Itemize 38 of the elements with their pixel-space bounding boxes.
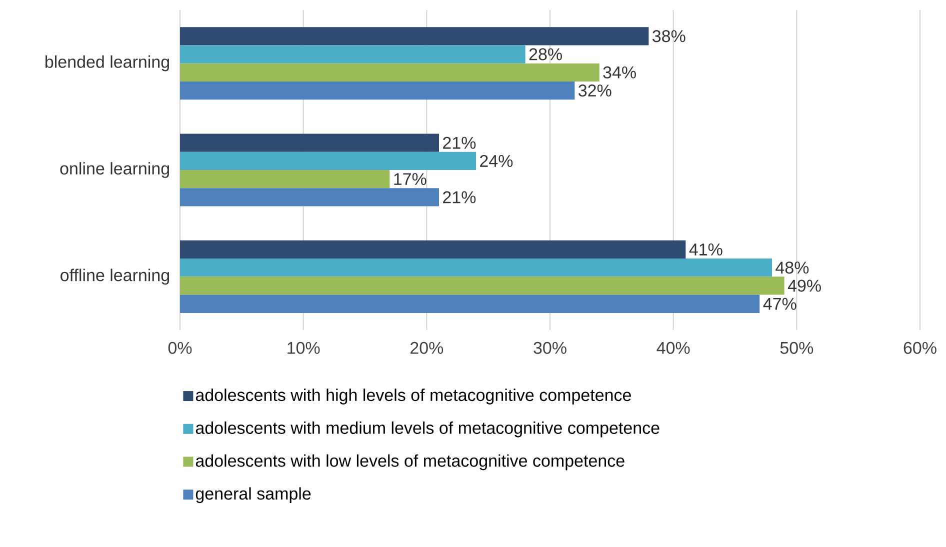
bar [180, 63, 600, 82]
data-label: 41% [689, 244, 722, 256]
x-tick-label: 10% [288, 342, 320, 354]
x-tick-label: 40% [656, 342, 690, 354]
x-tick-label: 0% [168, 342, 192, 354]
x-tick-label: 60% [904, 342, 936, 354]
bar [180, 27, 649, 46]
y-tick-label: offline learning [60, 268, 169, 285]
x-tick-label: 50% [780, 342, 814, 354]
bar [180, 188, 439, 206]
data-label: 32% [578, 84, 612, 97]
bar [180, 81, 575, 100]
data-label: 28% [529, 48, 562, 60]
data-label: 38% [652, 30, 686, 42]
legend-label: general sample [196, 487, 311, 504]
data-label: 24% [480, 154, 513, 167]
bar [180, 240, 686, 259]
bar [180, 258, 772, 277]
x-tick-label: 20% [410, 342, 444, 354]
data-label: 48% [776, 262, 809, 274]
y-tick-label: blended learning [46, 55, 169, 72]
data-label: 21% [443, 191, 476, 204]
bar [180, 276, 784, 295]
legend-label: adolescents with low levels of metacognitive competence [196, 454, 624, 470]
data-label: 21% [443, 136, 476, 149]
bar [180, 152, 476, 170]
bar [180, 294, 760, 313]
data-label: 49% [788, 280, 821, 292]
bar [180, 134, 439, 152]
legend-label: adolescents with medium levels of metacognitive competence [196, 421, 660, 438]
bar [180, 45, 526, 64]
y-tick-label: online learning [60, 162, 169, 178]
legend-label: adolescents with high levels of metacognitive competence [196, 388, 631, 404]
data-label: 34% [603, 66, 636, 78]
data-label: 17% [394, 173, 426, 186]
bar [180, 170, 390, 188]
data-label: 47% [763, 298, 796, 310]
x-tick-label: 30% [534, 342, 566, 354]
